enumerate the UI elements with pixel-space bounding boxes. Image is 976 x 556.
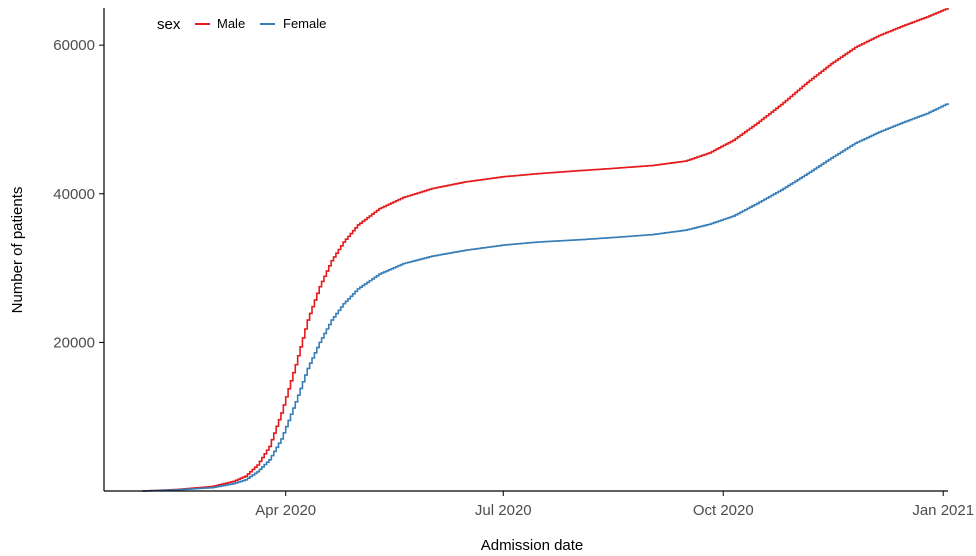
- legend-label-male: Male: [217, 16, 245, 31]
- series-line-male: [142, 8, 949, 492]
- y-tick-label: 60000: [53, 37, 95, 54]
- x-tick-label: Jan 2021: [912, 502, 974, 519]
- y-axis-title: Number of patients: [9, 187, 26, 314]
- legend-title: sex: [157, 16, 181, 33]
- series-layer: [142, 8, 949, 492]
- x-tick-label: Oct 2020: [693, 502, 754, 519]
- ticks-layer: Apr 2020 Jul 2020 Oct 2020 Jan 2021 20000 400…: [53, 37, 974, 519]
- y-tick-label: 20000: [53, 334, 95, 351]
- y-tick-label: 40000: [53, 186, 95, 203]
- x-tick-label: Jul 2020: [475, 502, 532, 519]
- legend-label-female: Female: [283, 16, 326, 31]
- x-tick-label: Apr 2020: [255, 502, 316, 519]
- x-axis-title: Admission date: [481, 537, 584, 554]
- axes-layer: [103, 8, 948, 492]
- series-line-female: [142, 103, 949, 492]
- legend: sex Male Female: [157, 16, 326, 33]
